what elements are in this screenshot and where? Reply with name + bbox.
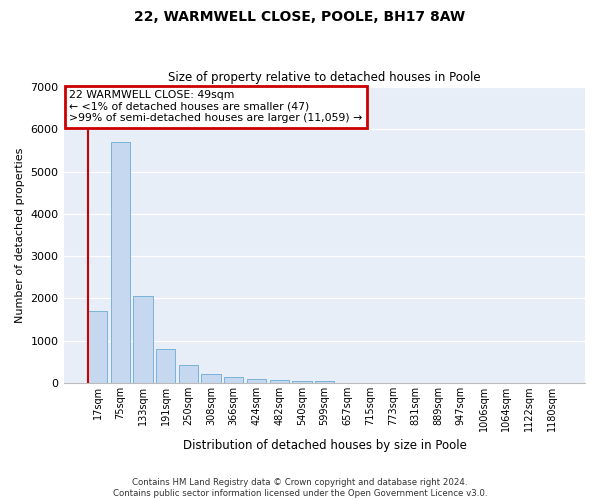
X-axis label: Distribution of detached houses by size in Poole: Distribution of detached houses by size …: [182, 440, 467, 452]
Bar: [269, 380, 289, 383]
Bar: [247, 378, 266, 383]
Bar: [88, 311, 107, 383]
Bar: [110, 142, 130, 383]
Bar: [224, 378, 244, 383]
Text: Contains HM Land Registry data © Crown copyright and database right 2024.
Contai: Contains HM Land Registry data © Crown c…: [113, 478, 487, 498]
Title: Size of property relative to detached houses in Poole: Size of property relative to detached ho…: [169, 72, 481, 85]
Bar: [179, 365, 198, 383]
Bar: [202, 374, 221, 383]
Text: 22 WARMWELL CLOSE: 49sqm
← <1% of detached houses are smaller (47)
>99% of semi-: 22 WARMWELL CLOSE: 49sqm ← <1% of detach…: [70, 90, 362, 123]
Bar: [133, 296, 152, 383]
Bar: [156, 349, 175, 383]
Bar: [315, 381, 334, 383]
Bar: [292, 381, 311, 383]
Y-axis label: Number of detached properties: Number of detached properties: [15, 148, 25, 322]
Text: 22, WARMWELL CLOSE, POOLE, BH17 8AW: 22, WARMWELL CLOSE, POOLE, BH17 8AW: [134, 10, 466, 24]
